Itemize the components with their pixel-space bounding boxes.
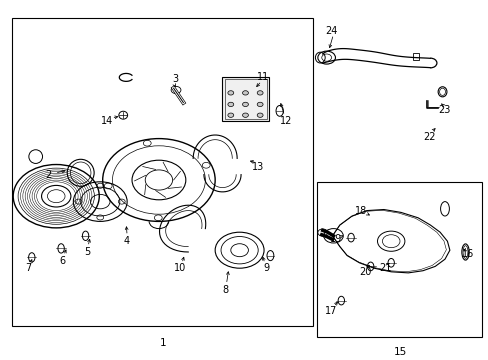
- Text: 18: 18: [354, 206, 366, 216]
- Text: 19: 19: [329, 234, 342, 244]
- Bar: [222, 77, 268, 121]
- Text: 2: 2: [45, 170, 51, 180]
- Text: 15: 15: [392, 347, 406, 357]
- Circle shape: [227, 102, 233, 107]
- Text: 13: 13: [251, 162, 264, 172]
- Text: 24: 24: [325, 26, 337, 36]
- Text: 6: 6: [60, 256, 65, 266]
- Circle shape: [227, 113, 233, 117]
- Text: 14: 14: [100, 116, 113, 126]
- Bar: [224, 79, 266, 119]
- Text: 22: 22: [422, 132, 435, 142]
- Circle shape: [242, 91, 248, 95]
- Text: 10: 10: [173, 263, 186, 273]
- Text: 17: 17: [325, 306, 337, 316]
- Text: 3: 3: [172, 74, 178, 84]
- Bar: [412, 53, 418, 60]
- Circle shape: [257, 102, 263, 107]
- Text: 4: 4: [123, 236, 129, 246]
- Text: 16: 16: [461, 249, 474, 259]
- Circle shape: [257, 91, 263, 95]
- Text: 8: 8: [222, 285, 227, 295]
- Circle shape: [257, 113, 263, 117]
- Text: 5: 5: [84, 247, 90, 257]
- Text: 9: 9: [263, 263, 269, 273]
- Text: 11: 11: [256, 72, 269, 82]
- Text: 1: 1: [159, 338, 166, 348]
- Bar: [12, 18, 312, 326]
- Text: 21: 21: [378, 263, 391, 273]
- Circle shape: [242, 102, 248, 107]
- Text: 23: 23: [437, 105, 449, 115]
- Text: 12: 12: [279, 116, 292, 126]
- Text: 7: 7: [25, 263, 31, 273]
- Text: 20: 20: [359, 267, 371, 277]
- Circle shape: [227, 91, 233, 95]
- Bar: [316, 182, 481, 337]
- Circle shape: [242, 113, 248, 117]
